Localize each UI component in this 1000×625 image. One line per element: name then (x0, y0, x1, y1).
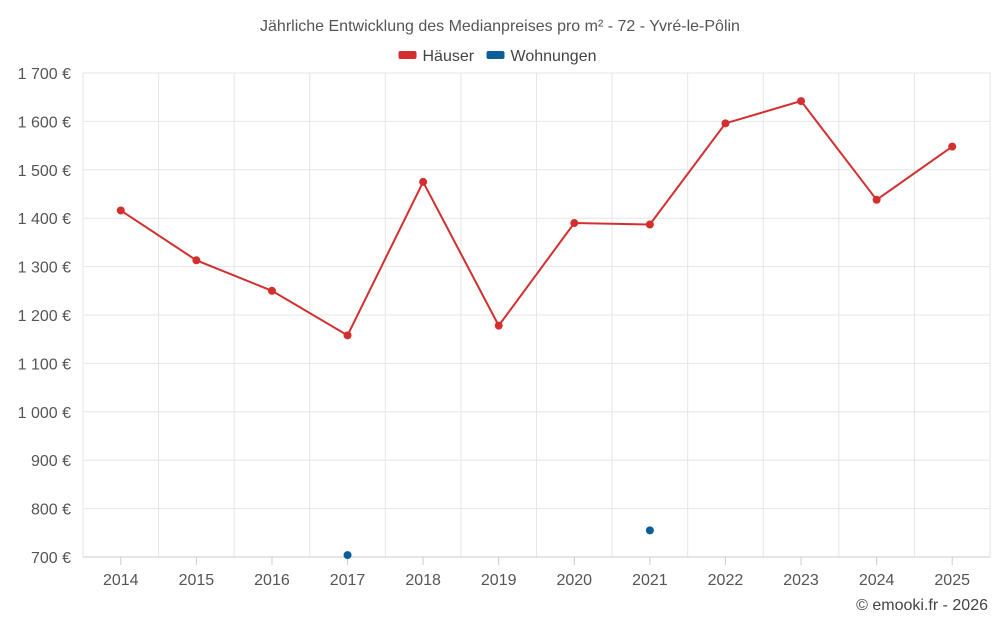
grid (82, 72, 991, 558)
x-tick-label: 2021 (632, 572, 668, 589)
data-point-h-user[interactable] (872, 195, 881, 204)
data-point-h-user[interactable] (948, 142, 957, 151)
x-tick-label: 2014 (103, 572, 139, 589)
y-tick-label: 1 700 € (18, 66, 71, 83)
series-line-h-user (120, 99, 953, 337)
x-tick-label: 2019 (481, 572, 517, 589)
y-tick-label: 1 000 € (18, 405, 71, 422)
x-tick-label: 2017 (330, 572, 366, 589)
x-axis: 2014 2015 2016 2017 2018 2019 2020 2021 2022 2023… (83, 556, 990, 589)
y-axis: 700 € 800 € 900 € 1 000 € 1 100 € 1 200 € 1 30… (18, 66, 71, 567)
y-tick-label: 1 100 € (18, 356, 71, 373)
legend-swatch (486, 51, 505, 59)
data-point-h-user[interactable] (192, 256, 201, 265)
data-point-wohnungen[interactable] (645, 526, 654, 535)
data-point-h-user[interactable] (267, 286, 276, 295)
legend-item-h-user[interactable]: Häuser (398, 48, 475, 65)
legend[interactable]: Häuser Wohnungen (398, 48, 597, 65)
data-point-h-user[interactable] (419, 177, 428, 186)
x-tick-label: 2024 (859, 572, 895, 589)
y-tick-label: 1 400 € (18, 211, 71, 228)
y-tick-label: 1 600 € (18, 114, 71, 131)
credit-text: © emooki.fr - 2026 (856, 597, 988, 614)
y-tick-label: 1 200 € (18, 308, 71, 325)
y-tick-label: 700 € (31, 550, 71, 567)
legend-label: Wohnungen (511, 48, 597, 65)
y-tick-label: 1 500 € (18, 163, 71, 180)
data-point-wohnungen[interactable] (343, 551, 352, 560)
legend-item-wohnungen[interactable]: Wohnungen (486, 48, 597, 65)
data-point-h-user[interactable] (116, 206, 125, 215)
legend-swatch (398, 51, 417, 59)
x-tick-label: 2020 (556, 572, 592, 589)
x-tick-label: 2016 (254, 572, 290, 589)
x-tick-label: 2025 (934, 572, 970, 589)
series-layer (116, 97, 957, 560)
data-point-h-user[interactable] (645, 220, 654, 229)
chart-title: Jährliche Entwicklung des Medianpreises … (260, 18, 740, 35)
y-tick-label: 800 € (31, 502, 71, 519)
data-point-h-user[interactable] (570, 219, 579, 228)
x-tick-label: 2022 (708, 572, 744, 589)
y-tick-label: 1 300 € (18, 260, 71, 277)
data-point-h-user[interactable] (494, 321, 503, 330)
y-tick-label: 900 € (31, 453, 71, 470)
x-tick-label: 2018 (405, 572, 441, 589)
x-tick-label: 2015 (179, 572, 215, 589)
data-point-h-user[interactable] (797, 97, 806, 106)
data-point-h-user[interactable] (343, 331, 352, 340)
legend-label: Häuser (423, 48, 475, 65)
data-point-h-user[interactable] (721, 119, 730, 128)
x-tick-label: 2023 (783, 572, 819, 589)
